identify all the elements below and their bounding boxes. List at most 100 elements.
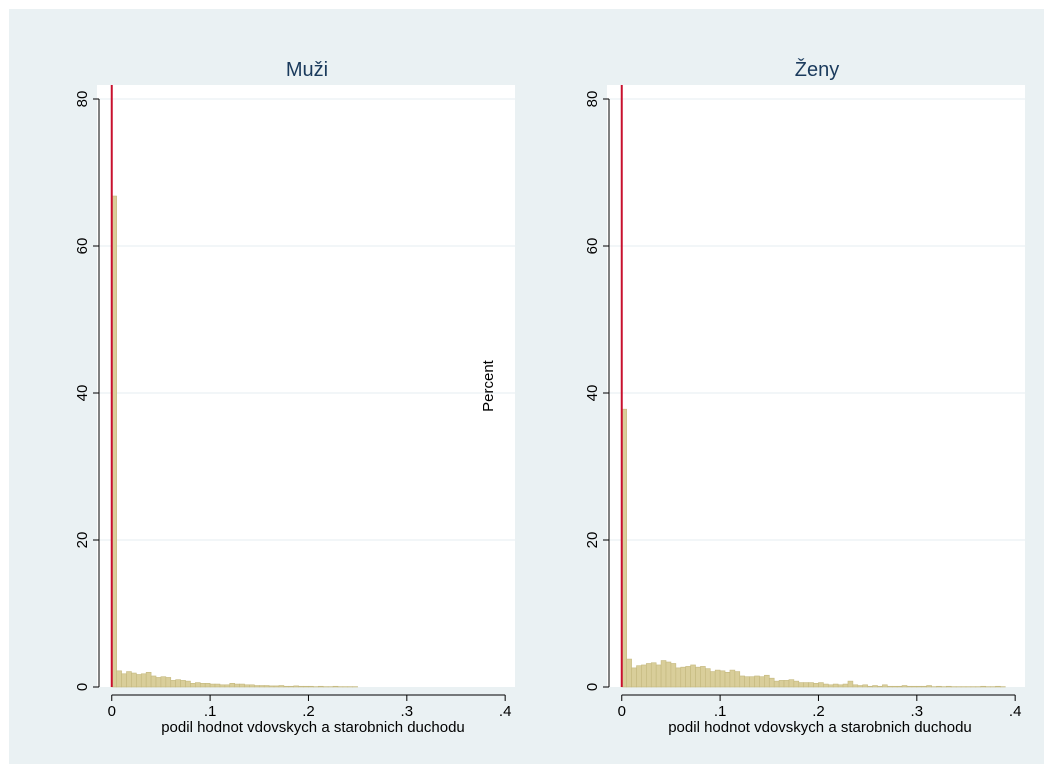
- histogram-bar: [734, 671, 741, 688]
- histogram-bar: [185, 680, 191, 688]
- panel-title: Ženy: [795, 58, 839, 81]
- histogram-bar: [724, 671, 731, 688]
- histogram-bar: [823, 683, 829, 688]
- histogram-bar: [636, 665, 642, 688]
- y-tick-label: 20: [74, 532, 91, 549]
- y-tick-label: 40: [74, 385, 91, 402]
- plot-area: [97, 85, 515, 687]
- histogram-bar: [234, 683, 240, 688]
- histogram-bar: [665, 661, 672, 688]
- y-axis: 0 20 40 60 80: [74, 91, 100, 691]
- histogram-bar: [803, 682, 809, 688]
- histogram-bar: [140, 673, 147, 688]
- histogram-bar: [150, 675, 157, 688]
- y-tick-label: 20: [584, 532, 601, 549]
- panel-muzi: Muži 0 20 40 60 80 0 .1 .2 .3 .4 podil hodnot vd…: [74, 59, 515, 736]
- histogram-bar: [768, 677, 775, 688]
- histogram-bar: [877, 685, 883, 688]
- histogram-bar: [921, 685, 927, 688]
- histogram-bar: [695, 666, 701, 688]
- histogram-bar: [121, 673, 127, 688]
- histogram-bar: [744, 676, 750, 688]
- histogram-bar: [155, 677, 162, 688]
- histogram-bar: [136, 674, 142, 688]
- histogram-bar: [680, 666, 686, 688]
- y-tick-label: 80: [584, 91, 601, 108]
- histogram-bar: [946, 685, 952, 688]
- histogram-bar: [145, 671, 152, 688]
- histogram-bar: [209, 683, 216, 688]
- histogram-bar: [685, 666, 691, 688]
- histogram-bar: [709, 671, 716, 688]
- histogram-bar: [631, 667, 637, 688]
- histogram-bar: [160, 676, 167, 688]
- histogram-bar: [705, 668, 711, 688]
- histogram-bar: [278, 685, 285, 688]
- histogram-bar: [842, 683, 849, 688]
- x-tick-label: .3: [911, 703, 924, 720]
- x-axis: 0 .1 .2 .3 .4: [108, 694, 511, 720]
- histogram-bar: [650, 662, 657, 688]
- panel-title: Muži: [286, 59, 328, 81]
- x-tick-label: .4: [1009, 703, 1022, 720]
- histogram-bar: [219, 684, 226, 688]
- histogram-bar: [754, 675, 760, 688]
- histogram-bar: [759, 676, 765, 688]
- histogram-bar: [303, 685, 309, 688]
- histogram-bar: [249, 684, 255, 688]
- histogram-bar: [214, 683, 221, 688]
- histogram-bar: [180, 680, 186, 688]
- histogram-bar: [288, 685, 295, 688]
- histogram-bar: [862, 684, 868, 688]
- plot-area: [607, 85, 1025, 687]
- histogram-bar: [204, 683, 211, 688]
- histogram-bar: [980, 685, 986, 688]
- histogram-bar: [641, 664, 647, 688]
- histogram-bar: [165, 677, 172, 688]
- histogram-bar: [170, 680, 176, 688]
- histogram-bar: [675, 667, 682, 688]
- histogram-bar: [317, 685, 324, 688]
- histogram-bar: [911, 685, 918, 688]
- histogram-bar: [224, 684, 231, 688]
- y-axis: 0 20 40 60 80: [584, 91, 610, 691]
- histogram-bar: [175, 679, 181, 688]
- y-tick-label: 0: [584, 683, 601, 691]
- histogram-bar: [660, 660, 667, 688]
- histogram-bar: [793, 680, 800, 688]
- histogram-bar: [887, 685, 893, 688]
- histogram-bar: [847, 680, 854, 688]
- histogram-bar: [268, 685, 275, 688]
- histogram-bar: [882, 684, 888, 688]
- histogram-bar: [646, 663, 652, 688]
- y-tick-label: 60: [584, 238, 601, 255]
- panel-zeny: Ženy 0 20 40 60 80 0 .1 .2 .3 .4 podil hodnot vd…: [584, 58, 1025, 736]
- grid-lines: [97, 98, 515, 541]
- x-axis-label: podil hodnot vdovskych a starobnich duch…: [668, 719, 972, 736]
- histogram-bar: [283, 685, 290, 688]
- histogram-bar: [749, 676, 755, 688]
- histogram-bar: [739, 675, 745, 688]
- histogram-bar: [199, 683, 206, 688]
- x-axis: 0 .1 .2 .3 .4: [618, 694, 1022, 720]
- histogram-bar: [818, 682, 824, 688]
- histogram-bar: [896, 685, 903, 688]
- histogram-bar: [773, 680, 780, 688]
- histogram-bar: [778, 680, 785, 688]
- x-tick-label: 0: [618, 703, 626, 720]
- histogram-bar: [857, 685, 864, 688]
- histogram-bar: [700, 666, 706, 688]
- histogram-bar: [764, 674, 770, 688]
- histogram-bar: [926, 685, 932, 688]
- histogram-bar: [808, 682, 814, 688]
- histogram-bar: [852, 684, 859, 688]
- histogram-bar: [813, 683, 819, 688]
- x-tick-label: .1: [204, 703, 217, 720]
- histogram-bar: [867, 685, 873, 688]
- histogram-bar: [195, 682, 201, 688]
- histogram-bar: [670, 663, 677, 688]
- histogram-bar: [190, 683, 196, 688]
- y-tick-label: 40: [584, 385, 601, 402]
- histogram-bar: [916, 685, 923, 688]
